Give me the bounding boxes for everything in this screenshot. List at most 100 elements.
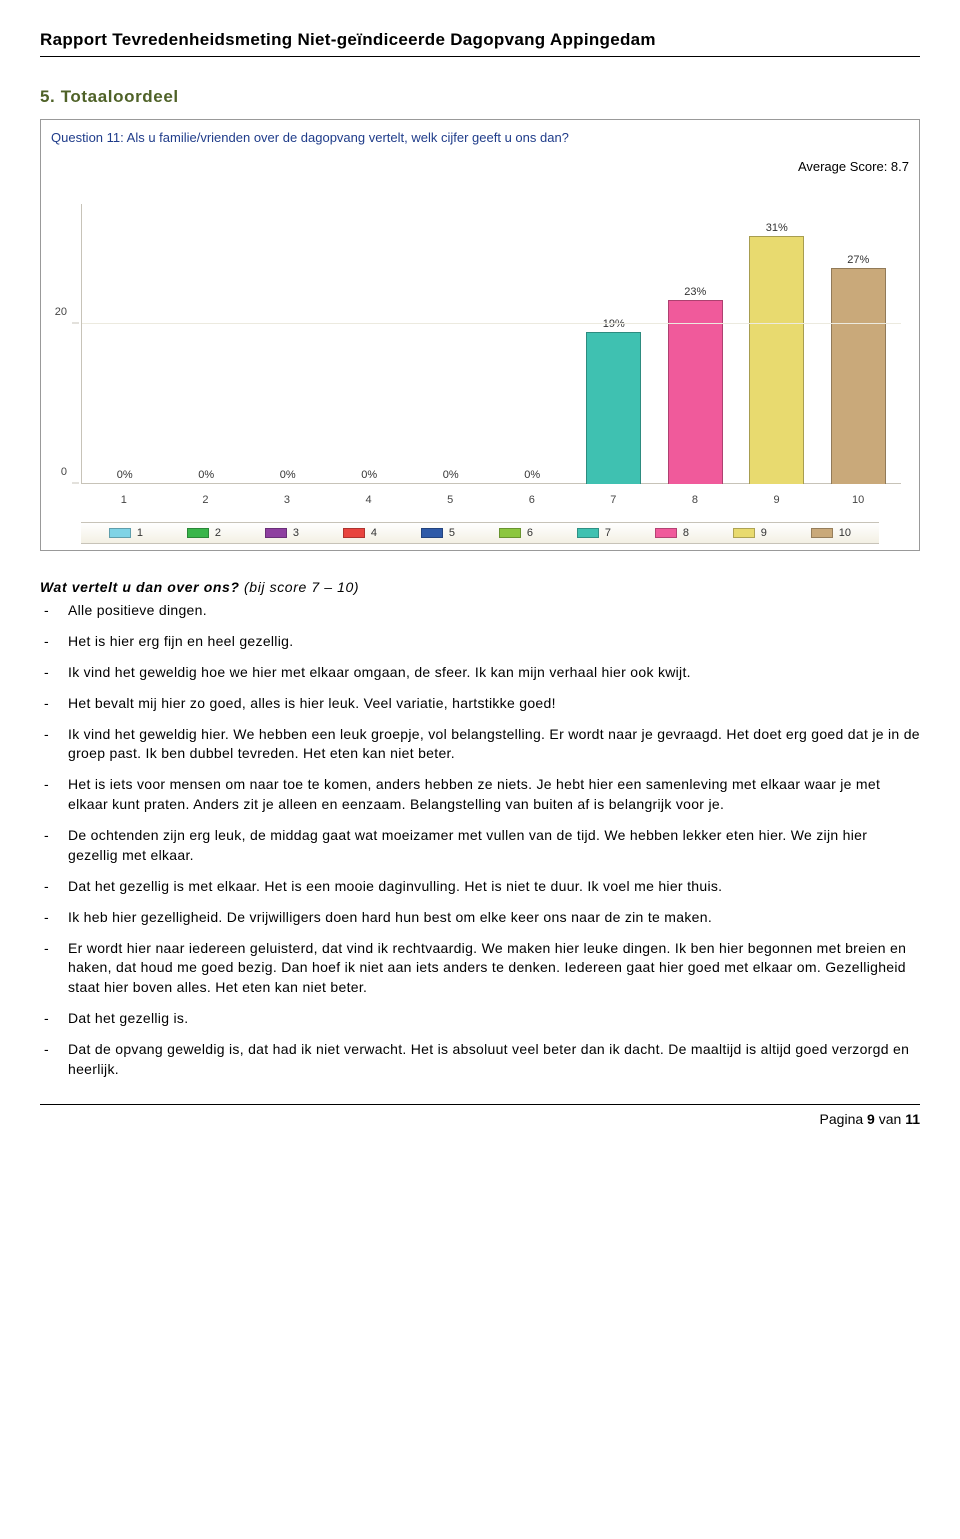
bar-value-label: 0% [117,469,133,481]
legend-swatch [343,528,365,538]
list-item: -Ik vind het geweldig hier. We hebben ee… [40,725,920,765]
bar-slot: 0% [247,204,329,484]
y-axis: 020 [53,204,79,484]
bullet-dash: - [40,601,68,621]
legend-label: 9 [761,527,767,539]
plot-area: 0% 0% 0% 0% 0% 0% 19% 23% 31% 27% [81,204,901,484]
bar-slot: 0% [166,204,248,484]
legend-swatch [655,528,677,538]
list-item: -Ik heb hier gezelligheid. De vrijwillig… [40,908,920,928]
bar [668,300,723,484]
response-text: Ik heb hier gezelligheid. De vrijwillige… [68,908,920,928]
feedback-question-text: Wat vertelt u dan over ons? [40,579,240,595]
legend-item: 9 [733,527,767,539]
legend-swatch [811,528,833,538]
response-text: Het bevalt mij hier zo goed, alles is hi… [68,694,920,714]
x-tick-label: 8 [654,488,736,514]
x-tick-label: 7 [573,488,655,514]
bar [342,483,397,484]
bar-value-label: 0% [443,469,459,481]
bar-slot: 0% [329,204,411,484]
response-text: Ik vind het geweldig hoe we hier met elk… [68,663,920,683]
legend-swatch [733,528,755,538]
legend-label: 3 [293,527,299,539]
bar-value-label: 0% [524,469,540,481]
legend-item: 6 [499,527,533,539]
response-text: Dat de opvang geweldig is, dat had ik ni… [68,1040,920,1080]
bar-slot: 19% [573,204,655,484]
bar-slot: 23% [655,204,737,484]
legend-label: 8 [683,527,689,539]
list-item: -Ik vind het geweldig hoe we hier met el… [40,663,920,683]
response-text: Het is hier erg fijn en heel gezellig. [68,632,920,652]
legend-swatch [265,528,287,538]
bar [505,483,560,484]
legend-label: 6 [527,527,533,539]
bar-value-label: 0% [280,469,296,481]
bar [97,483,152,484]
legend-label: 10 [839,527,851,539]
chart-container: Question 11: Als u familie/vrienden over… [40,119,920,551]
bullet-dash: - [40,1009,68,1029]
legend-label: 2 [215,527,221,539]
bars-group: 0% 0% 0% 0% 0% 0% 19% 23% 31% 27% [82,204,901,484]
x-tick-label: 3 [246,488,328,514]
bar-slot: 31% [736,204,818,484]
list-item: -Het is iets voor mensen om naar toe te … [40,775,920,815]
feedback-question: Wat vertelt u dan over ons? (bij score 7… [40,579,920,595]
response-text: Het is iets voor mensen om naar toe te k… [68,775,920,815]
legend-label: 4 [371,527,377,539]
x-tick-label: 4 [328,488,410,514]
bullet-dash: - [40,663,68,683]
bar-slot: 0% [492,204,574,484]
bar-value-label: 27% [847,254,869,266]
x-tick-label: 5 [409,488,491,514]
legend-label: 1 [137,527,143,539]
legend-item: 5 [421,527,455,539]
response-text: Alle positieve dingen. [68,601,920,621]
list-item: -Alle positieve dingen. [40,601,920,621]
bullet-dash: - [40,775,68,815]
bullet-dash: - [40,725,68,765]
legend-item: 8 [655,527,689,539]
legend-item: 1 [109,527,143,539]
legend-container: 12345678910 [81,522,879,544]
footer-page: 9 [867,1111,875,1127]
chart-question: Question 11: Als u familie/vrienden over… [51,130,909,145]
bar-value-label: 0% [361,469,377,481]
legend-swatch [499,528,521,538]
x-tick-label: 2 [165,488,247,514]
bullet-dash: - [40,1040,68,1080]
response-text: Er wordt hier naar iedereen geluisterd, … [68,939,920,999]
list-item: -Dat het gezellig is. [40,1009,920,1029]
page-footer: Pagina 9 van 11 [40,1104,920,1127]
bar [423,483,478,484]
gridline [82,323,901,324]
response-text: Ik vind het geweldig hier. We hebben een… [68,725,920,765]
list-item: -De ochtenden zijn erg leuk, de middag g… [40,826,920,866]
footer-total: 11 [905,1111,920,1127]
legend-label: 5 [449,527,455,539]
legend-swatch [577,528,599,538]
legend-item: 2 [187,527,221,539]
list-item: -Dat het gezellig is met elkaar. Het is … [40,877,920,897]
bullet-dash: - [40,877,68,897]
legend-item: 3 [265,527,299,539]
bar [586,332,641,484]
responses-list: -Alle positieve dingen.-Het is hier erg … [40,601,920,1080]
bullet-dash: - [40,939,68,999]
average-score: Average Score: 8.7 [51,159,909,174]
bullet-dash: - [40,826,68,866]
bar-value-label: 23% [684,286,706,298]
legend: 12345678910 [87,527,873,539]
bar [179,483,234,484]
legend-swatch [109,528,131,538]
x-axis-labels: 12345678910 [81,488,901,514]
bar [831,268,886,484]
list-item: -Het bevalt mij hier zo goed, alles is h… [40,694,920,714]
feedback-question-sub: (bij score 7 – 10) [244,579,359,595]
bar-value-label: 31% [766,222,788,234]
x-tick-label: 1 [83,488,165,514]
legend-item: 4 [343,527,377,539]
footer-middle: van [875,1111,905,1127]
